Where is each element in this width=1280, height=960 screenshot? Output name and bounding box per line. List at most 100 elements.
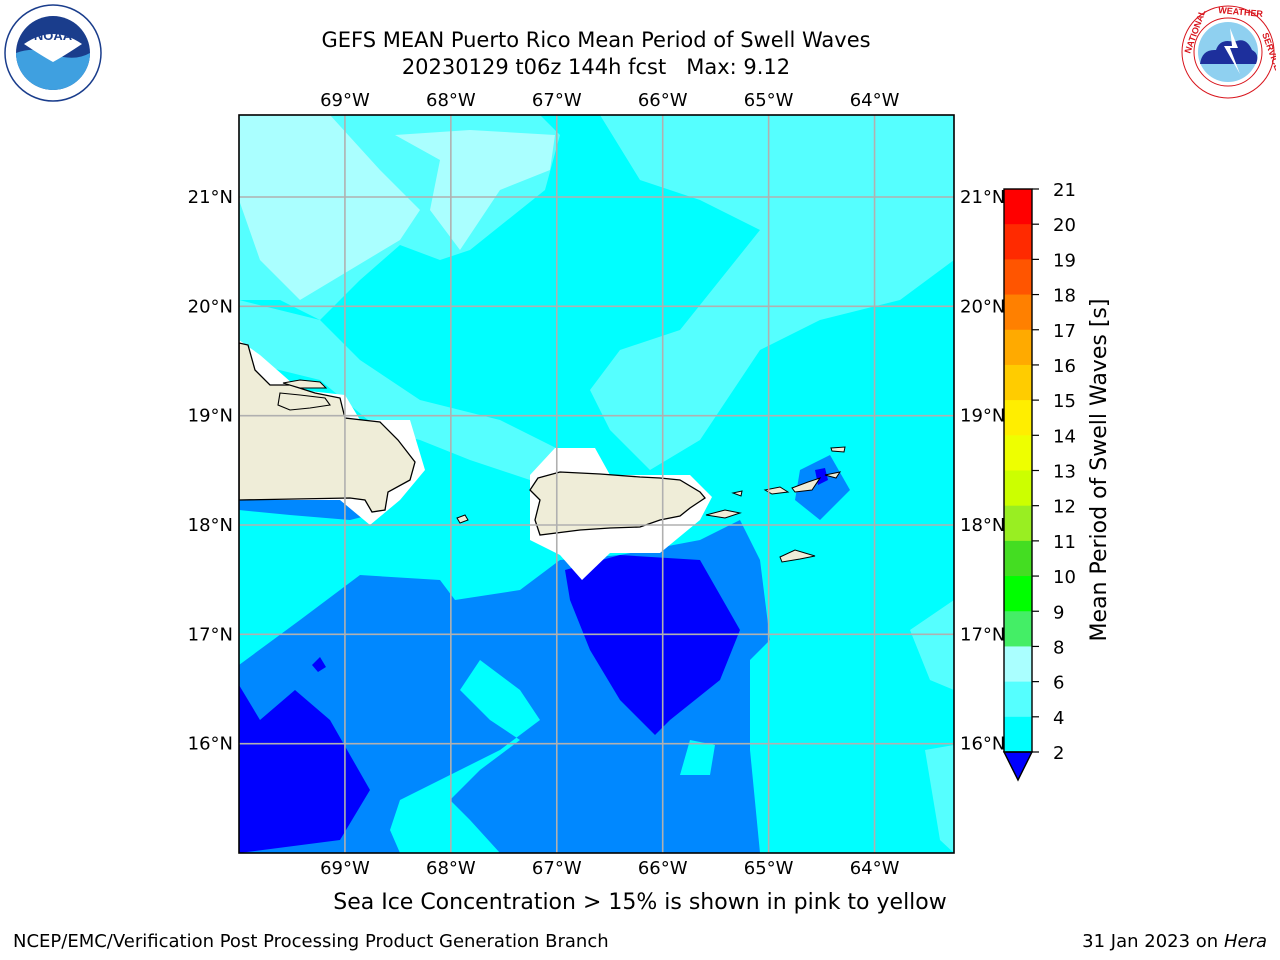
- lon-label-top: 64°W: [850, 90, 900, 111]
- field-4-6s-strip: [239, 500, 370, 520]
- noaa-logo: NOAA: [4, 4, 102, 102]
- field-8-9s-northeast: [590, 115, 954, 470]
- lat-label-right: 21°N: [960, 187, 1005, 208]
- colorbar-segment: [1004, 611, 1032, 647]
- colorbar-segment: [1004, 505, 1032, 542]
- lat-label-right: 16°N: [960, 734, 1005, 755]
- colorbar-segment: [1004, 435, 1032, 471]
- noaa-logo-text: NOAA: [34, 28, 73, 43]
- colorbar-segment: [1004, 259, 1032, 296]
- land-anegada: [830, 446, 846, 453]
- colorbar-segment: [1004, 576, 1032, 612]
- lat-label-right: 19°N: [960, 406, 1005, 427]
- colorbar-segment: [1004, 681, 1032, 718]
- colorbar-extend-arrow: [1002, 751, 1034, 782]
- colorbar-segment: [1004, 189, 1032, 225]
- field-6-8s-patch: [680, 740, 715, 775]
- colorbar-segment: [1004, 364, 1032, 401]
- colorbar-segment: [1004, 329, 1032, 366]
- lon-label-bottom: 65°W: [744, 858, 794, 879]
- lon-label-bottom: 68°W: [426, 858, 476, 879]
- colorbar-tick-label: 12: [1053, 497, 1076, 518]
- colorbar-tick-label: 8: [1053, 637, 1064, 658]
- colorbar-tick-label: 6: [1053, 673, 1064, 694]
- lon-label-top: 67°W: [532, 90, 582, 111]
- footer-credit: NCEP/EMC/Verification Post Processing Pr…: [13, 931, 609, 952]
- field-2-4s-southwest: [239, 685, 370, 853]
- chart-title-line2: 20230129 t06z 144h fcst Max: 9.12: [401, 55, 791, 79]
- land-mona: [456, 514, 469, 524]
- land-vieques: [705, 509, 742, 519]
- lat-label-left: 17°N: [188, 624, 233, 645]
- lon-label-bottom: 64°W: [850, 858, 900, 879]
- swell-period-field: [239, 115, 954, 853]
- colorbar-tick-label: 18: [1053, 286, 1076, 307]
- chart-title-line1: GEFS MEAN Puerto Rico Mean Period of Swe…: [321, 28, 871, 52]
- map-frame: [238, 114, 955, 854]
- colorbar-segment: [1004, 400, 1032, 436]
- lon-label-bottom: 66°W: [638, 858, 688, 879]
- colorbar-tick-label: 13: [1053, 462, 1076, 483]
- svg-text:WEATHER: WEATHER: [1218, 5, 1264, 19]
- footer-machine: Hera: [1223, 931, 1267, 952]
- land-virgin-gorda: [824, 471, 842, 479]
- land-tortuga: [277, 392, 331, 411]
- land-hispaniola: [239, 342, 416, 513]
- nws-logo: NATIONAL WEATHER SERVICE: [1181, 5, 1276, 99]
- lat-label-left: 16°N: [188, 734, 233, 755]
- axis-labels: 69°W 69°W 68°W 68°W 67°W 67°W 66°W 66°W 65°W 65°W…: [188, 90, 1006, 879]
- lon-label-top: 65°W: [744, 90, 794, 111]
- field-8-9s-southeast: [925, 745, 954, 853]
- lat-label-left: 19°N: [188, 406, 233, 427]
- colorbar-segment: [1004, 646, 1032, 683]
- field-6-8s-tongue: [390, 660, 540, 853]
- colorbar-tick-label: 4: [1053, 708, 1064, 729]
- colorbar-tick-label: 19: [1053, 250, 1076, 271]
- colorbar-segment: [1004, 470, 1032, 507]
- colorbar-tick-label: 11: [1053, 532, 1076, 553]
- colorbar-tick-label: 10: [1053, 567, 1076, 588]
- colorbar-tick-label: 15: [1053, 391, 1076, 412]
- field-2-4s-dot: [312, 657, 326, 672]
- lon-label-bottom: 69°W: [320, 858, 370, 879]
- footer-date-text: 31 Jan 2023 on: [1082, 931, 1224, 952]
- gridlines: [239, 115, 954, 853]
- colorbar-tick-label: 2: [1053, 743, 1064, 764]
- lon-label-bottom: 67°W: [532, 858, 582, 879]
- field-4-6s-vi: [795, 455, 850, 520]
- colorbar-tick-label: 20: [1053, 215, 1076, 236]
- lon-label-top: 66°W: [638, 90, 688, 111]
- colorbar-tick-label: 14: [1053, 426, 1076, 447]
- colorbar-segment: [1004, 540, 1032, 577]
- sea-ice-note: Sea Ice Concentration > 15% is shown in …: [333, 890, 947, 915]
- colorbar-label: Mean Period of Swell Waves [s]: [1087, 299, 1112, 642]
- land-north-islet: [282, 379, 328, 389]
- colorbar-tick-label: 21: [1053, 180, 1076, 201]
- field-2-4s-central: [565, 555, 740, 735]
- lat-label-left: 18°N: [188, 515, 233, 536]
- field-8-9s-band: [239, 300, 560, 480]
- land-st-thomas: [763, 486, 790, 495]
- field-9-10s-west: [239, 115, 420, 300]
- land-tortola: [791, 477, 822, 493]
- lat-label-right: 20°N: [960, 296, 1005, 317]
- lon-label-top: 68°W: [426, 90, 476, 111]
- colorbar-tick-label: 16: [1053, 356, 1076, 377]
- footer-date: 31 Jan 2023 on Hera: [1082, 931, 1267, 952]
- field-9-10s-north: [395, 130, 555, 250]
- field-8-9s-east: [910, 600, 954, 690]
- colorbar: 21 20 19 18 17 16 15 14 13 12 11 10 9 8 6 4 2: [1002, 180, 1076, 782]
- land-culebra: [731, 490, 743, 497]
- lat-label-right: 17°N: [960, 624, 1005, 645]
- colorbar-tick-label: 17: [1053, 321, 1076, 342]
- lat-label-right: 18°N: [960, 515, 1005, 536]
- colorbar-segment: [1004, 294, 1032, 331]
- colorbar-tick-label: 9: [1053, 602, 1064, 623]
- lon-label-top: 69°W: [320, 90, 370, 111]
- colorbar-segment: [1004, 224, 1032, 260]
- land-st-croix: [779, 549, 816, 563]
- land-puerto-rico: [529, 471, 706, 536]
- colorbar-segment: [1004, 716, 1032, 753]
- lat-label-left: 21°N: [188, 187, 233, 208]
